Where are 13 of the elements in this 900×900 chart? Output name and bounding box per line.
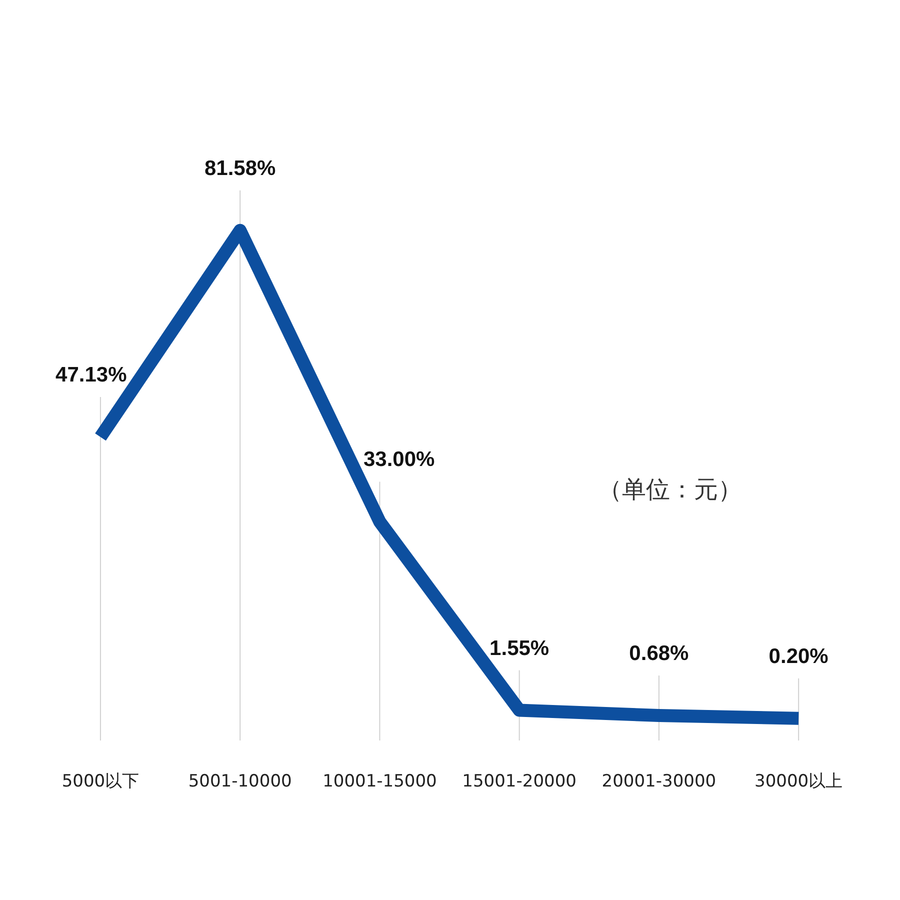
annotation: （单位：元） <box>598 476 742 504</box>
x-tick-label: 15001-20000 <box>462 772 576 792</box>
data-label: 81.58% <box>204 156 276 180</box>
x-tick-label: 5001-10000 <box>188 772 292 792</box>
data-label: 33.00% <box>363 448 436 472</box>
x-tick-label: 30000以上 <box>754 772 843 792</box>
x-tick-label: 5000以下 <box>62 772 140 792</box>
data-label: 1.55% <box>490 636 550 660</box>
x-tick-label: 20001-30000 <box>602 772 716 792</box>
data-label: 0.20% <box>768 644 829 668</box>
data-label: 0.68% <box>629 642 690 665</box>
x-tick-label: 10001-15000 <box>322 772 437 792</box>
data-label: 47.13% <box>56 363 128 386</box>
